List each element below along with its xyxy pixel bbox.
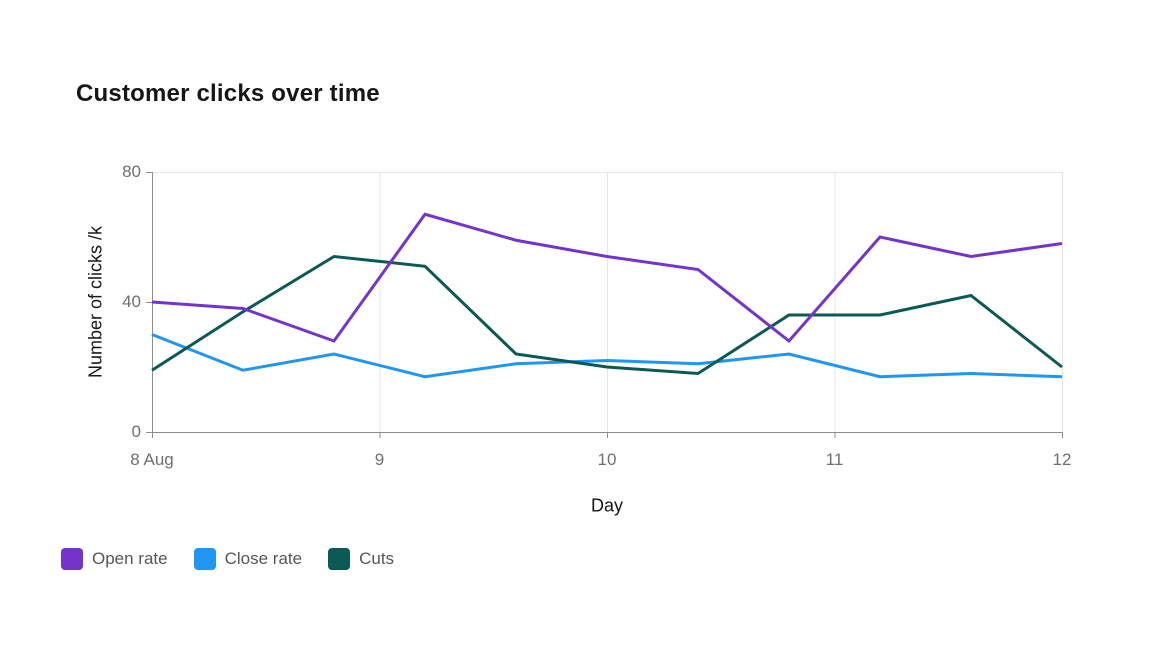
y-axis-title: Number of clicks /k (85, 225, 106, 379)
x-tick-label: 9 (374, 450, 385, 469)
x-tick-label: 8 Aug (130, 450, 174, 469)
chart-legend: Open rate Close rate Cuts (61, 548, 394, 570)
legend-item-open-rate[interactable]: Open rate (61, 548, 168, 570)
legend-label-close-rate: Close rate (224, 549, 303, 568)
x-tick-label: 12 (1052, 450, 1072, 469)
chart-title: Customer clicks over time (76, 80, 380, 107)
y-tick-label: 0 (131, 422, 141, 441)
y-tick-label: 80 (122, 162, 141, 181)
y-tick-label: 40 (122, 292, 141, 311)
x-tick-label: 10 (597, 450, 617, 469)
legend-item-close-rate[interactable]: Close rate (193, 548, 303, 570)
x-axis-title: Day (590, 495, 624, 516)
legend-item-cuts[interactable]: Cuts (328, 548, 394, 570)
x-tick-label: 11 (825, 450, 844, 469)
open-rate-swatch-icon (61, 548, 83, 570)
legend-label-cuts: Cuts (359, 549, 395, 568)
close-rate-swatch-icon (193, 548, 216, 570)
legend-label-open-rate: Open rate (92, 549, 168, 568)
cuts-swatch-icon (328, 548, 351, 570)
series-line-open-rate (151, 212, 1063, 344)
series-line-cuts (151, 254, 1063, 376)
series-line-close-rate (151, 333, 1063, 379)
